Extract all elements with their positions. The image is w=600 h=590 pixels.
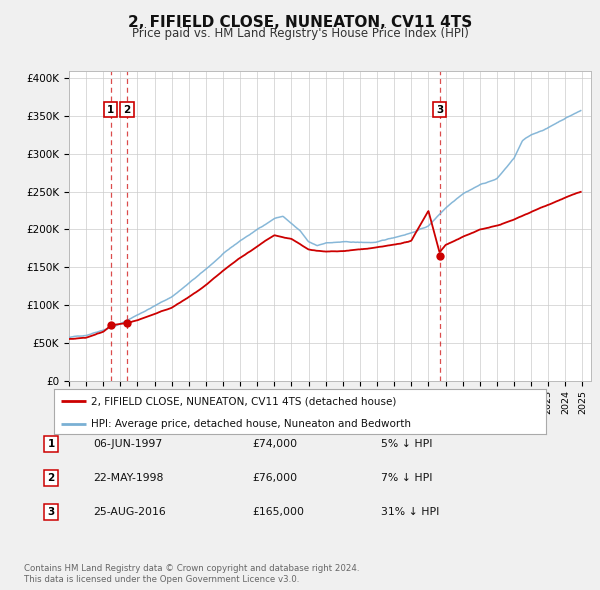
Text: 5% ↓ HPI: 5% ↓ HPI xyxy=(381,439,433,448)
Text: 06-JUN-1997: 06-JUN-1997 xyxy=(93,439,162,448)
Text: 2: 2 xyxy=(124,104,131,114)
Text: 3: 3 xyxy=(47,507,55,517)
Text: 25-AUG-2016: 25-AUG-2016 xyxy=(93,507,166,517)
Text: 31% ↓ HPI: 31% ↓ HPI xyxy=(381,507,439,517)
Text: £165,000: £165,000 xyxy=(252,507,304,517)
Text: 2, FIFIELD CLOSE, NUNEATON, CV11 4TS (detached house): 2, FIFIELD CLOSE, NUNEATON, CV11 4TS (de… xyxy=(91,396,396,407)
Text: Contains HM Land Registry data © Crown copyright and database right 2024.: Contains HM Land Registry data © Crown c… xyxy=(24,565,359,573)
Text: 1: 1 xyxy=(47,439,55,448)
Text: Price paid vs. HM Land Registry's House Price Index (HPI): Price paid vs. HM Land Registry's House … xyxy=(131,27,469,40)
Text: 1: 1 xyxy=(107,104,115,114)
Text: £74,000: £74,000 xyxy=(252,439,297,448)
Text: £76,000: £76,000 xyxy=(252,473,297,483)
Text: 2, FIFIELD CLOSE, NUNEATON, CV11 4TS: 2, FIFIELD CLOSE, NUNEATON, CV11 4TS xyxy=(128,15,472,30)
Text: This data is licensed under the Open Government Licence v3.0.: This data is licensed under the Open Gov… xyxy=(24,575,299,584)
Text: HPI: Average price, detached house, Nuneaton and Bedworth: HPI: Average price, detached house, Nune… xyxy=(91,419,411,429)
Text: 2: 2 xyxy=(47,473,55,483)
Text: 22-MAY-1998: 22-MAY-1998 xyxy=(93,473,163,483)
Text: 3: 3 xyxy=(436,104,443,114)
Text: 7% ↓ HPI: 7% ↓ HPI xyxy=(381,473,433,483)
